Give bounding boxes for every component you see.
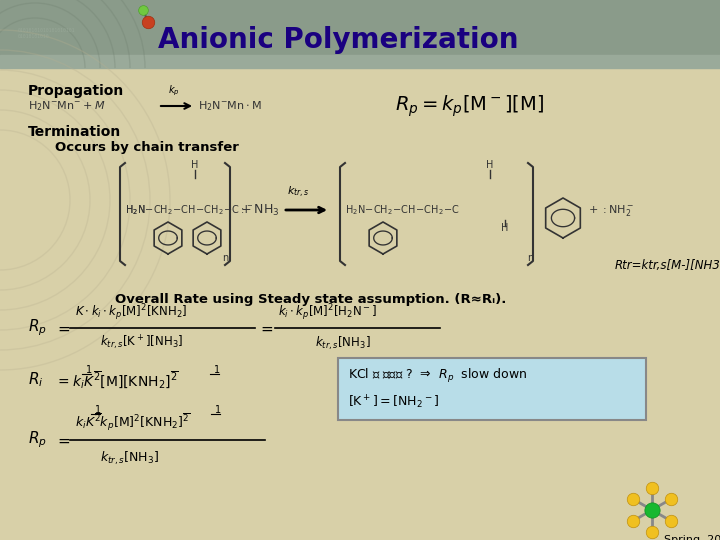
Text: $k_{tr,s}[\mathsf{NH_3}]$: $k_{tr,s}[\mathsf{NH_3}]$ [100, 449, 159, 467]
Text: $+ \;\mathsf{:NH_2^-}$: $+ \;\mathsf{:NH_2^-}$ [588, 202, 634, 218]
Text: n: n [527, 253, 534, 263]
Text: 1: 1 [86, 365, 92, 375]
Text: $=$: $=$ [55, 433, 71, 448]
Text: Spring  2005: Spring 2005 [664, 535, 720, 540]
Text: Overall Rate using Steady state assumption. (R≈Rᵢ).: Overall Rate using Steady state assumpti… [115, 294, 506, 307]
Text: n: n [222, 253, 228, 263]
Text: $\mathsf{H_2N\!-\!CH_2\!-\!CH\!-\!CH_2\!-\!C:^-}$: $\mathsf{H_2N\!-\!CH_2\!-\!CH\!-\!CH_2\!… [125, 203, 254, 217]
Text: Propagation: Propagation [28, 84, 125, 98]
Text: $\mathsf{H_2N\!-\!CH_2\!-\!CH\!-\!CH_2\!-\!C}$: $\mathsf{H_2N\!-\!CH_2\!-\!CH\!-\!CH_2\!… [345, 203, 460, 217]
Text: H: H [192, 160, 199, 170]
Text: 1: 1 [95, 405, 101, 415]
Text: $\mathsf{H_2N}^{-}\mathsf{Mn}^{-} + M$: $\mathsf{H_2N}^{-}\mathsf{Mn}^{-} + M$ [28, 99, 106, 113]
Text: $[\mathsf{K}^+]=[\mathsf{NH_2}^-]$: $[\mathsf{K}^+]=[\mathsf{NH_2}^-]$ [348, 393, 439, 411]
Text: 1: 1 [215, 405, 221, 415]
Text: $= k_i K^{\overline{2}}[\mathsf{M}][\mathsf{KNH_2}]^{\overline{2}}$: $= k_i K^{\overline{2}}[\mathsf{M}][\mat… [55, 369, 179, 390]
Text: $\mathsf{H_2N}^{-}\mathsf{Mn} \cdot \mathsf{M}$: $\mathsf{H_2N}^{-}\mathsf{Mn} \cdot \mat… [198, 99, 262, 113]
Text: $R_p = k_p[\mathsf{M}^-][\mathsf{M}]$: $R_p = k_p[\mathsf{M}^-][\mathsf{M}]$ [395, 93, 544, 119]
Text: KCl 을 넣으면 ?  ⇒  $R_p$  slow down: KCl 을 넣으면 ? ⇒ $R_p$ slow down [348, 367, 527, 385]
Bar [0, 55, 720, 68]
Text: 01010101010101010101
01010101010: 01010101010101010101 01010101010 [18, 28, 76, 39]
Bar [0, 68, 720, 540]
Text: $k_i K^{\overline{2}} k_p[\mathsf{M}]^2[\mathsf{KNH_2}]^{\overline{2}}$: $k_i K^{\overline{2}} k_p[\mathsf{M}]^2[… [75, 411, 190, 433]
Text: $+ \;\mathsf{NH_3}$: $+ \;\mathsf{NH_3}$ [240, 202, 279, 218]
Text: $\mathsf{H_2N}$: $\mathsf{H_2N}$ [125, 203, 145, 217]
Text: $R_p$: $R_p$ [28, 318, 47, 338]
Text: $k_{tr,s}$: $k_{tr,s}$ [287, 185, 310, 200]
Bar [338, 358, 646, 420]
Text: $k_p$: $k_p$ [168, 84, 179, 98]
Text: 1: 1 [214, 365, 220, 375]
Text: $k_i \cdot k_p[\mathsf{M}]^2[\mathsf{H_2N}^-]$: $k_i \cdot k_p[\mathsf{M}]^2[\mathsf{H_2… [278, 303, 377, 323]
Text: Occurs by chain transfer: Occurs by chain transfer [55, 141, 239, 154]
Text: $R_i$: $R_i$ [28, 370, 43, 389]
Text: H: H [486, 160, 494, 170]
Text: Anionic Polymerization: Anionic Polymerization [158, 26, 518, 54]
Text: $=$: $=$ [258, 321, 274, 335]
Text: $k_{tr,s}[\mathsf{K}^+][\mathsf{NH_3}]$: $k_{tr,s}[\mathsf{K}^+][\mathsf{NH_3}]$ [100, 334, 183, 352]
Text: Termination: Termination [28, 125, 121, 139]
Text: Rtr=ktr,s[M-][NH3+]: Rtr=ktr,s[M-][NH3+] [615, 259, 720, 272]
Text: $=$: $=$ [55, 321, 71, 335]
Text: $R_p$: $R_p$ [28, 430, 47, 450]
Text: $k_{tr,s}[\mathsf{NH_3}]$: $k_{tr,s}[\mathsf{NH_3}]$ [315, 334, 371, 352]
Bar [0, 0, 720, 68]
Text: H: H [501, 223, 509, 233]
Text: $K \cdot k_i \cdot k_p[\mathsf{M}]^2[\mathsf{KNH_2}]$: $K \cdot k_i \cdot k_p[\mathsf{M}]^2[\ma… [75, 303, 187, 323]
